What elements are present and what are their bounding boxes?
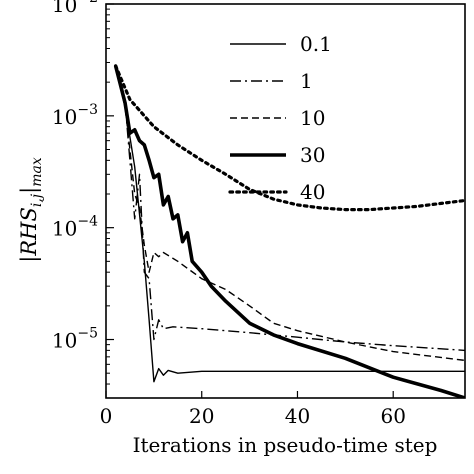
legend-label: 30 (300, 143, 325, 167)
plot-area-frame (105, 3, 466, 399)
y-axis-label-main: |RHS (17, 207, 42, 263)
series-line-30 (113, 65, 465, 398)
y-axis-label: |RHSi,j|max (17, 157, 45, 263)
x-axis: 0 20 40 60 (100, 391, 406, 428)
series-layer (113, 64, 465, 398)
y-tick-label: 10−5 (52, 326, 98, 353)
y-tick-label: 10−3 (52, 102, 98, 129)
y-axis-label-suffix: max (29, 157, 45, 187)
y-tick-label: 10−2 (52, 0, 98, 17)
legend-label: 40 (300, 180, 325, 204)
legend-label: 0.1 (300, 32, 332, 56)
legend-label: 10 (300, 106, 325, 130)
x-tick-label: 20 (189, 404, 214, 428)
x-tick-label: 40 (285, 404, 310, 428)
series-line-10 (114, 65, 465, 362)
y-axis-label-bar: | (17, 187, 42, 194)
y-axis: 10−5 10−4 10−3 10−2 (52, 0, 114, 399)
legend: 0.1 1 10 30 40 (228, 32, 332, 204)
x-axis-label: Iterations in pseudo-time step (133, 433, 438, 457)
x-tick-label: 60 (380, 404, 405, 428)
series-line-40 (113, 64, 465, 212)
series-line-0-1 (114, 65, 465, 383)
x-tick-label: 0 (100, 404, 113, 428)
y-tick-label: 10−4 (52, 214, 98, 241)
series-line-1 (114, 65, 465, 352)
legend-label: 1 (300, 69, 313, 93)
y-axis-label-subscript: i,j (29, 193, 45, 207)
